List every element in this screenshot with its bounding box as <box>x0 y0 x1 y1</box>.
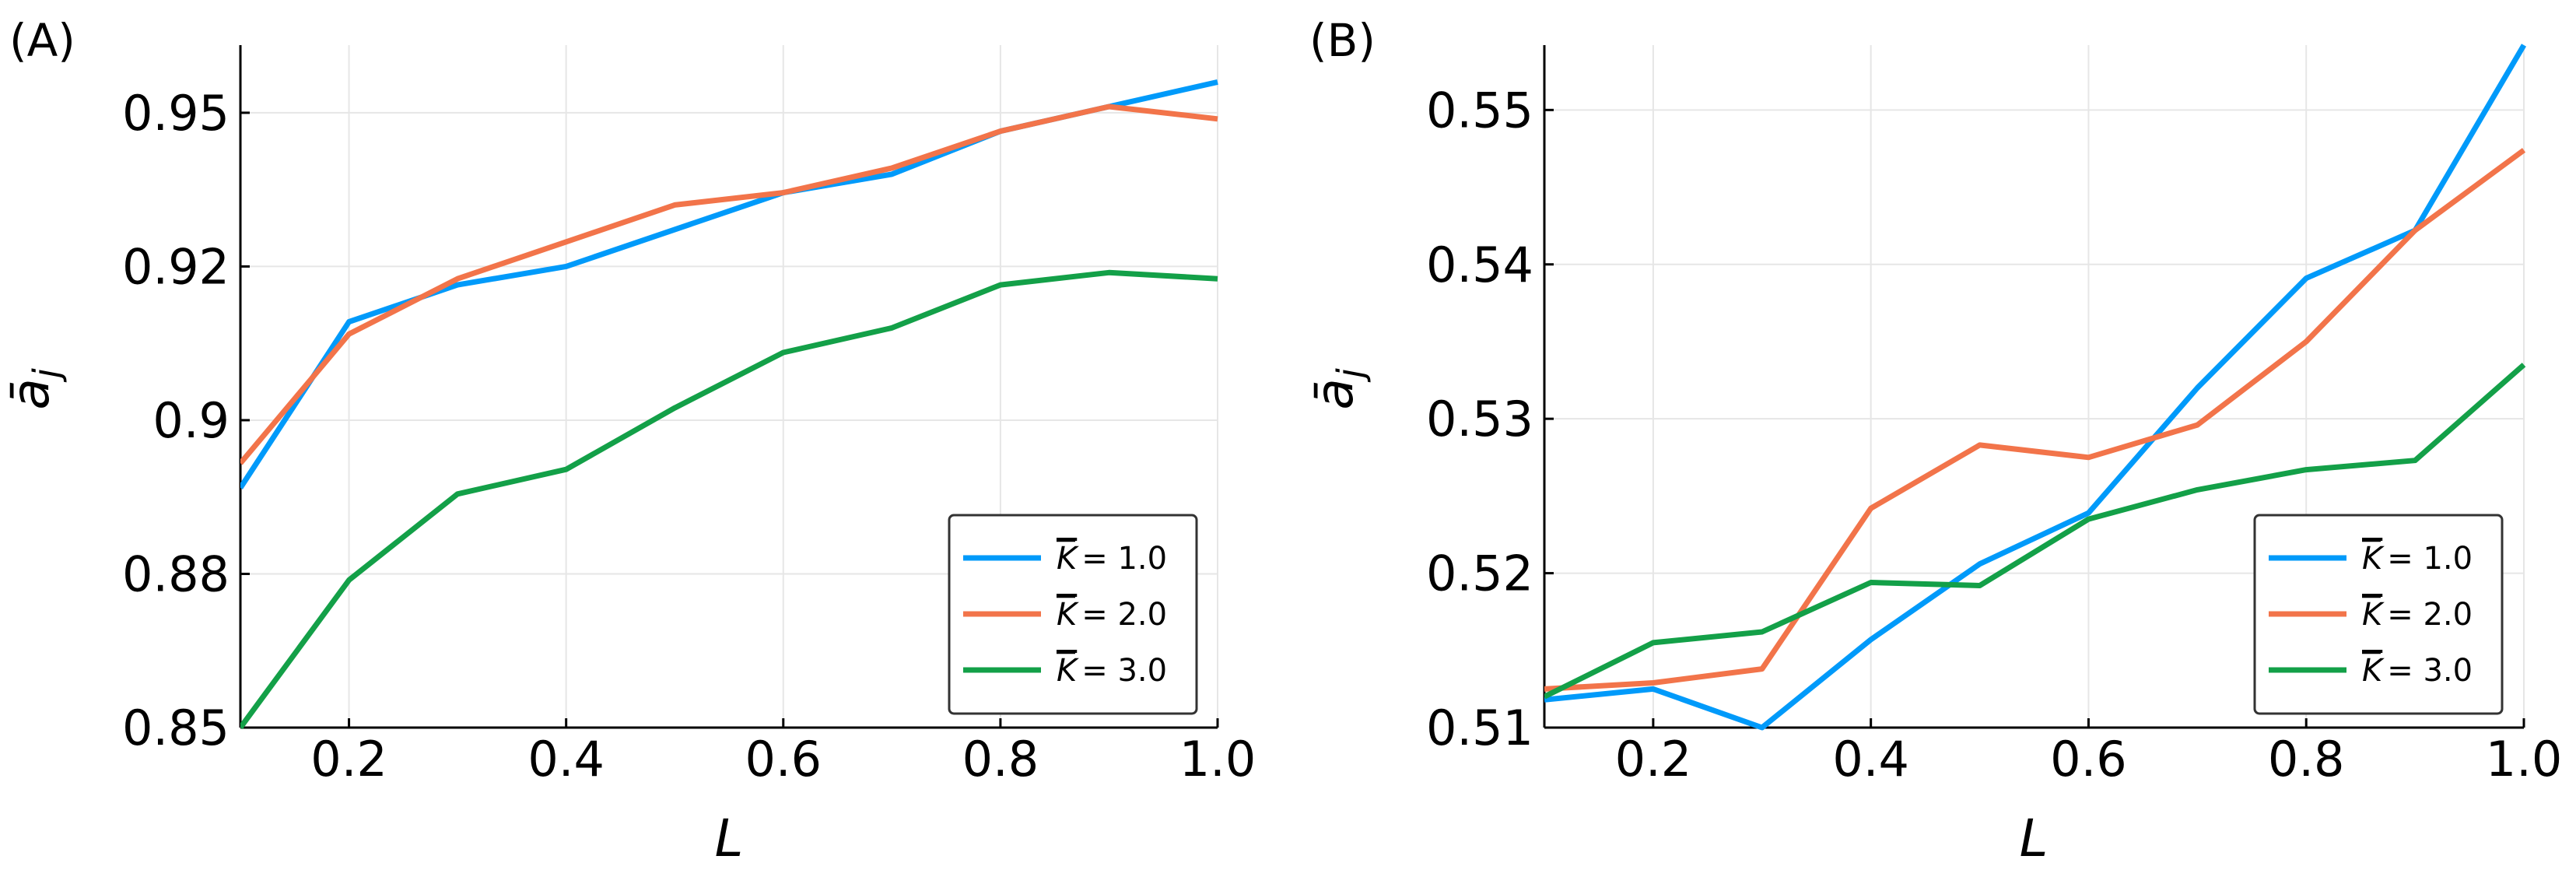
panel-a-series-3-line <box>240 269 1218 730</box>
panel-a-y-tick-label: 0.92 <box>122 238 230 295</box>
panel-b-series-2-line <box>1544 148 2526 692</box>
panel-b-y-label-main: ā <box>1305 378 1365 409</box>
panel-b-x-label: L <box>2020 809 2049 868</box>
panel-b-x-tick-label: 1.0 <box>2486 731 2563 788</box>
panel-b-y-label: āj <box>1305 368 1372 409</box>
panel-a-legend-value: = 2.0 <box>1081 597 1167 633</box>
panel-b-legend-value: = 3.0 <box>2387 653 2473 689</box>
panel-b-series-1-line <box>1544 44 2527 731</box>
panel-a-y-tick-label: 0.85 <box>122 700 230 756</box>
panel-a-legend-label-2: K = 2.0 <box>1057 597 1167 633</box>
panel-a-legend-label-3: K = 3.0 <box>1057 653 1167 689</box>
panel-a-series-2-line <box>240 103 1218 465</box>
panel-a-y-label-main: ā <box>1 378 61 409</box>
panel-b-y-tick-label: 0.55 <box>1426 82 1533 139</box>
panel-b: (B) 0.2 0.4 0.6 0.8 1.0 0.51 0.52 0.53 0.54 0.55 Lā… <box>1305 14 2562 868</box>
panel-a-legend-box <box>948 514 1198 715</box>
panel-a: (A) 0.2 0.4 0.6 0.8 1.0 0.85 0.88 0.9 0.92 0.95 Lāj… <box>1 14 1256 868</box>
panel-a-y-label: āj <box>1 368 68 409</box>
panel-b-y-tick-label: 0.52 <box>1426 546 1533 602</box>
panel-b-series-3-line <box>1544 363 2526 700</box>
panel-a-x-tick-label: 0.6 <box>745 731 822 788</box>
panel-b-legend-box <box>2253 514 2504 715</box>
panel-a-x-tick-label: 0.2 <box>310 731 387 788</box>
panel-a-legend-value: = 1.0 <box>1081 541 1167 577</box>
panel-b-y-tick-label: 0.53 <box>1426 391 1533 447</box>
panel-b-label: (B) <box>1309 14 1376 67</box>
panel-a-label: (A) <box>9 14 75 67</box>
panel-a-y-tick-label: 0.88 <box>122 546 230 602</box>
panel-b-legend-symbol: K <box>2362 653 2385 689</box>
panel-a-x-tick-label: 1.0 <box>1179 731 1256 788</box>
panel-a-y-tick-label: 0.95 <box>122 85 230 142</box>
panel-a-legend-label-1: K = 1.0 <box>1057 541 1167 577</box>
panel-b-legend-value: = 2.0 <box>2387 597 2473 633</box>
panel-a-series-1-line <box>240 79 1218 489</box>
panel-b-x-tick-label: 0.4 <box>1832 731 1909 788</box>
panel-b-x-tick-label: 0.6 <box>2050 731 2127 788</box>
panel-b-x-tick-label: 0.8 <box>2268 731 2345 788</box>
panel-b-x-tick-label: 0.2 <box>1615 731 1692 788</box>
panel-b-legend-symbol: K <box>2362 597 2385 633</box>
panel-b-legend-symbol: K <box>2362 541 2385 577</box>
panel-b-legend-label-2: K = 2.0 <box>2362 597 2473 633</box>
panel-a-x-tick-label: 0.8 <box>962 731 1039 788</box>
panel-b-legend-label-1: K = 1.0 <box>2362 541 2473 577</box>
panel-a-x-label: L <box>715 809 744 868</box>
panel-a-x-tick-label: 0.4 <box>527 731 605 788</box>
panel-a-y-tick-label: 0.9 <box>152 392 230 449</box>
panel-a-legend-symbol: K <box>1057 541 1079 577</box>
panel-a-legend-symbol: K <box>1057 653 1079 689</box>
panel-b-y-tick-label: 0.51 <box>1426 700 1533 756</box>
panel-a-legend-symbol: K <box>1057 597 1079 633</box>
panel-a-legend-value: = 3.0 <box>1081 653 1167 689</box>
panel-b-y-tick-label: 0.54 <box>1426 237 1533 293</box>
panel-b-legend-label-3: K = 3.0 <box>2362 653 2473 689</box>
panel-b-legend-value: = 1.0 <box>2387 541 2473 577</box>
